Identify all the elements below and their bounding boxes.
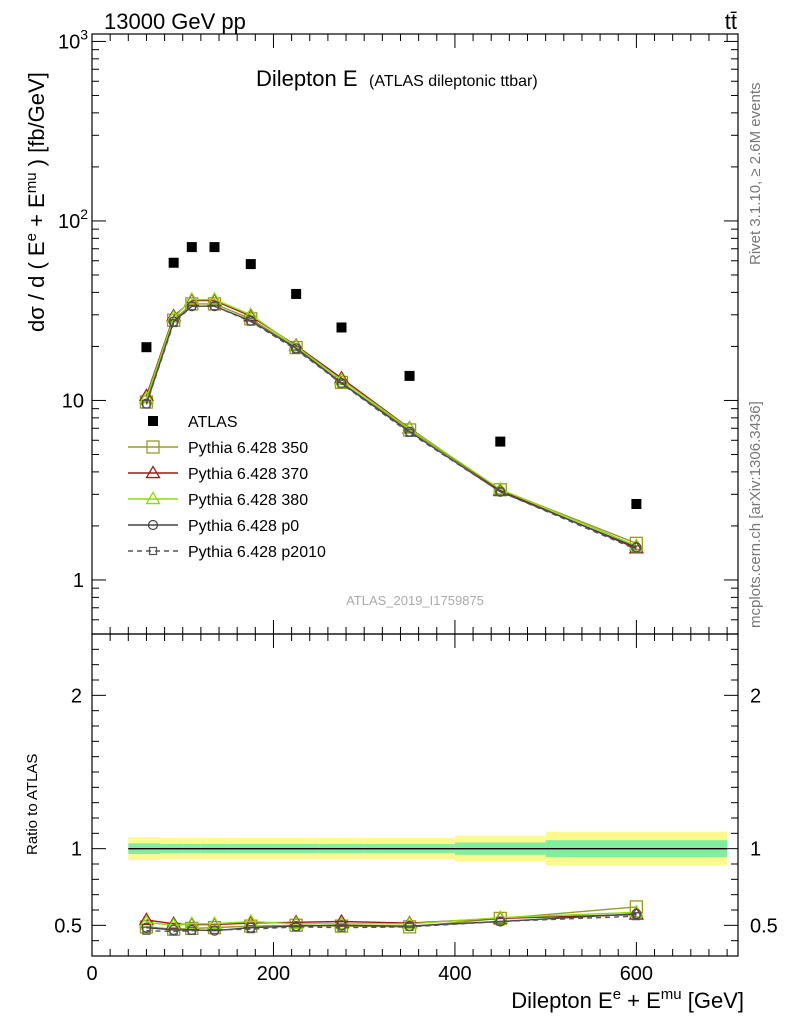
main-point-pythia-6-428-380	[628, 538, 645, 551]
x-tick-label: 200	[257, 963, 290, 985]
main-point-pythia-6-428-380	[333, 372, 350, 386]
ratio-point-pythia-6-428-p2010	[142, 926, 151, 935]
legend-label-pythia-6-428-380: Pythia 6.428 380	[188, 492, 308, 509]
main-point-pythia-6-428-p2010	[246, 317, 255, 326]
main-point-atlas	[495, 436, 506, 447]
legend-marker-atlas	[148, 416, 158, 426]
main-point-pythia-6-428-p2010	[632, 545, 641, 554]
legend-marker-pythia-6-428-p0	[147, 519, 159, 531]
ratio-point-pythia-6-428-370	[288, 914, 304, 928]
main-line-pythia-6-428-p0	[145, 305, 637, 548]
ratio-y-tick-label-left: 0.5	[54, 915, 82, 937]
ratio-point-pythia-6-428-380	[184, 916, 200, 929]
y-tick-label: 102	[58, 206, 88, 233]
legend-marker-pythia-6-428-380	[145, 491, 161, 505]
main-point-pythia-6-428-p0	[186, 301, 197, 312]
main-point-pythia-6-428-380	[206, 291, 223, 305]
main-point-pythia-6-428-p2010	[142, 400, 151, 409]
ratio-y-tick-label-right: 1	[750, 839, 761, 861]
rivet-version-text: Rivet 3.1.10, ≥ 2.6M events	[747, 83, 764, 266]
main-point-atlas	[404, 370, 415, 381]
ratio-plot-frame	[91, 633, 739, 957]
y-tick-label: 1	[73, 570, 84, 592]
main-point-pythia-6-428-p0	[495, 486, 506, 497]
ratio-point-pythia-6-428-p0	[631, 908, 642, 919]
ratio-point-pythia-6-428-p2010	[337, 923, 346, 932]
y-tick-label: 10	[62, 390, 84, 412]
ratio-point-pythia-6-428-p2010	[632, 912, 641, 921]
ratio-point-pythia-6-428-380	[492, 909, 508, 923]
x-tick-label: 400	[438, 963, 471, 985]
ratio-point-pythia-6-428-370	[333, 913, 350, 927]
main-point-pythia-6-428-p2010	[187, 302, 196, 311]
legend-label-pythia-6-428-350: Pythia 6.428 350	[188, 440, 308, 457]
main-point-atlas	[631, 498, 642, 509]
main-point-atlas	[336, 322, 347, 333]
x-tick-label: 600	[620, 963, 653, 985]
energy-label: 13000 GeV pp	[104, 9, 246, 34]
legend-label-pythia-6-428-p0: Pythia 6.428 p0	[188, 518, 299, 535]
main-point-atlas	[209, 242, 220, 253]
ratio-point-pythia-6-428-370	[138, 912, 155, 926]
ratio-point-pythia-6-428-380	[333, 916, 350, 929]
ratio-point-pythia-6-428-p0	[336, 920, 347, 931]
ratio-y-tick-label-right: 2	[750, 685, 761, 707]
ratio-point-pythia-6-428-p2010	[169, 927, 178, 936]
ratio-line-pythia-6-428-p2010	[146, 915, 637, 933]
ratio-y-tick-label-left: 2	[71, 685, 82, 707]
legend-marker-pythia-6-428-350	[146, 440, 160, 454]
main-point-atlas	[168, 257, 179, 268]
ratio-point-pythia-6-428-p2010	[496, 917, 505, 926]
legend-marker-pythia-6-428-370	[145, 465, 161, 479]
main-point-pythia-6-428-380	[243, 307, 259, 321]
legend-label-pythia-6-428-370: Pythia 6.428 370	[188, 466, 308, 483]
analysis-watermark: ATLAS_2019_I1759875	[346, 593, 484, 608]
ratio-point-pythia-6-428-p0	[495, 916, 506, 927]
ratio-point-pythia-6-428-p2010	[246, 925, 255, 934]
ratio-point-pythia-6-428-380	[628, 904, 645, 918]
ratio-point-pythia-6-428-p0	[141, 922, 152, 933]
ratio-point-pythia-6-428-p2010	[187, 926, 196, 935]
ratio-y-tick-label-right: 0.5	[750, 915, 778, 937]
x-axis-title: Dilepton Ee + Emu [GeV]	[511, 986, 744, 1013]
ratio-point-pythia-6-428-380	[206, 916, 223, 929]
main-point-atlas	[186, 242, 197, 253]
main-point-pythia-6-428-p2010	[405, 428, 414, 437]
main-point-pythia-6-428-p2010	[169, 318, 178, 328]
plot-subtitle: (ATLAS dileptonic ttbar)	[369, 73, 538, 90]
ratio-line-pythia-6-428-380	[146, 911, 637, 927]
process-label: tt̄	[725, 9, 737, 34]
y-axis-title: dσ / d ( Ee + Emu ) [fb/GeV]	[23, 72, 49, 332]
main-point-pythia-6-428-380	[184, 291, 200, 305]
main-point-atlas	[245, 259, 256, 270]
main-point-pythia-6-428-p2010	[496, 487, 505, 496]
legend-label-pythia-6-428-p2010: Pythia 6.428 p2010	[188, 544, 326, 561]
ratio-point-pythia-6-428-p2010	[210, 925, 219, 935]
legend-marker-pythia-6-428-p2010	[148, 546, 158, 556]
legend-label-atlas: ATLAS	[188, 414, 238, 431]
ratio-line-pythia-6-428-350	[146, 906, 637, 930]
main-line-pythia-6-428-p2010	[145, 305, 637, 551]
ratio-y-axis-title: Ratio to ATLAS	[24, 754, 41, 855]
ratio-point-pythia-6-428-p2010	[405, 922, 414, 931]
x-tick-label: 0	[86, 963, 97, 985]
ratio-y-tick-label-left: 1	[71, 839, 82, 861]
mcplots-reference-text: mcplots.cern.ch [arXiv:1306.3436]	[747, 401, 764, 628]
main-line-pythia-6-428-380	[145, 298, 637, 547]
main-point-atlas	[291, 288, 302, 299]
y-tick-label: 103	[58, 26, 88, 53]
main-point-atlas	[141, 342, 152, 353]
ratio-point-pythia-6-428-p2010	[292, 922, 301, 931]
main-point-pythia-6-428-p0	[631, 542, 642, 553]
main-point-pythia-6-428-p2010	[292, 345, 301, 354]
main-point-pythia-6-428-p2010	[210, 302, 219, 311]
plot-title: Dilepton E	[256, 66, 358, 91]
main-point-pythia-6-428-p2010	[337, 379, 346, 388]
